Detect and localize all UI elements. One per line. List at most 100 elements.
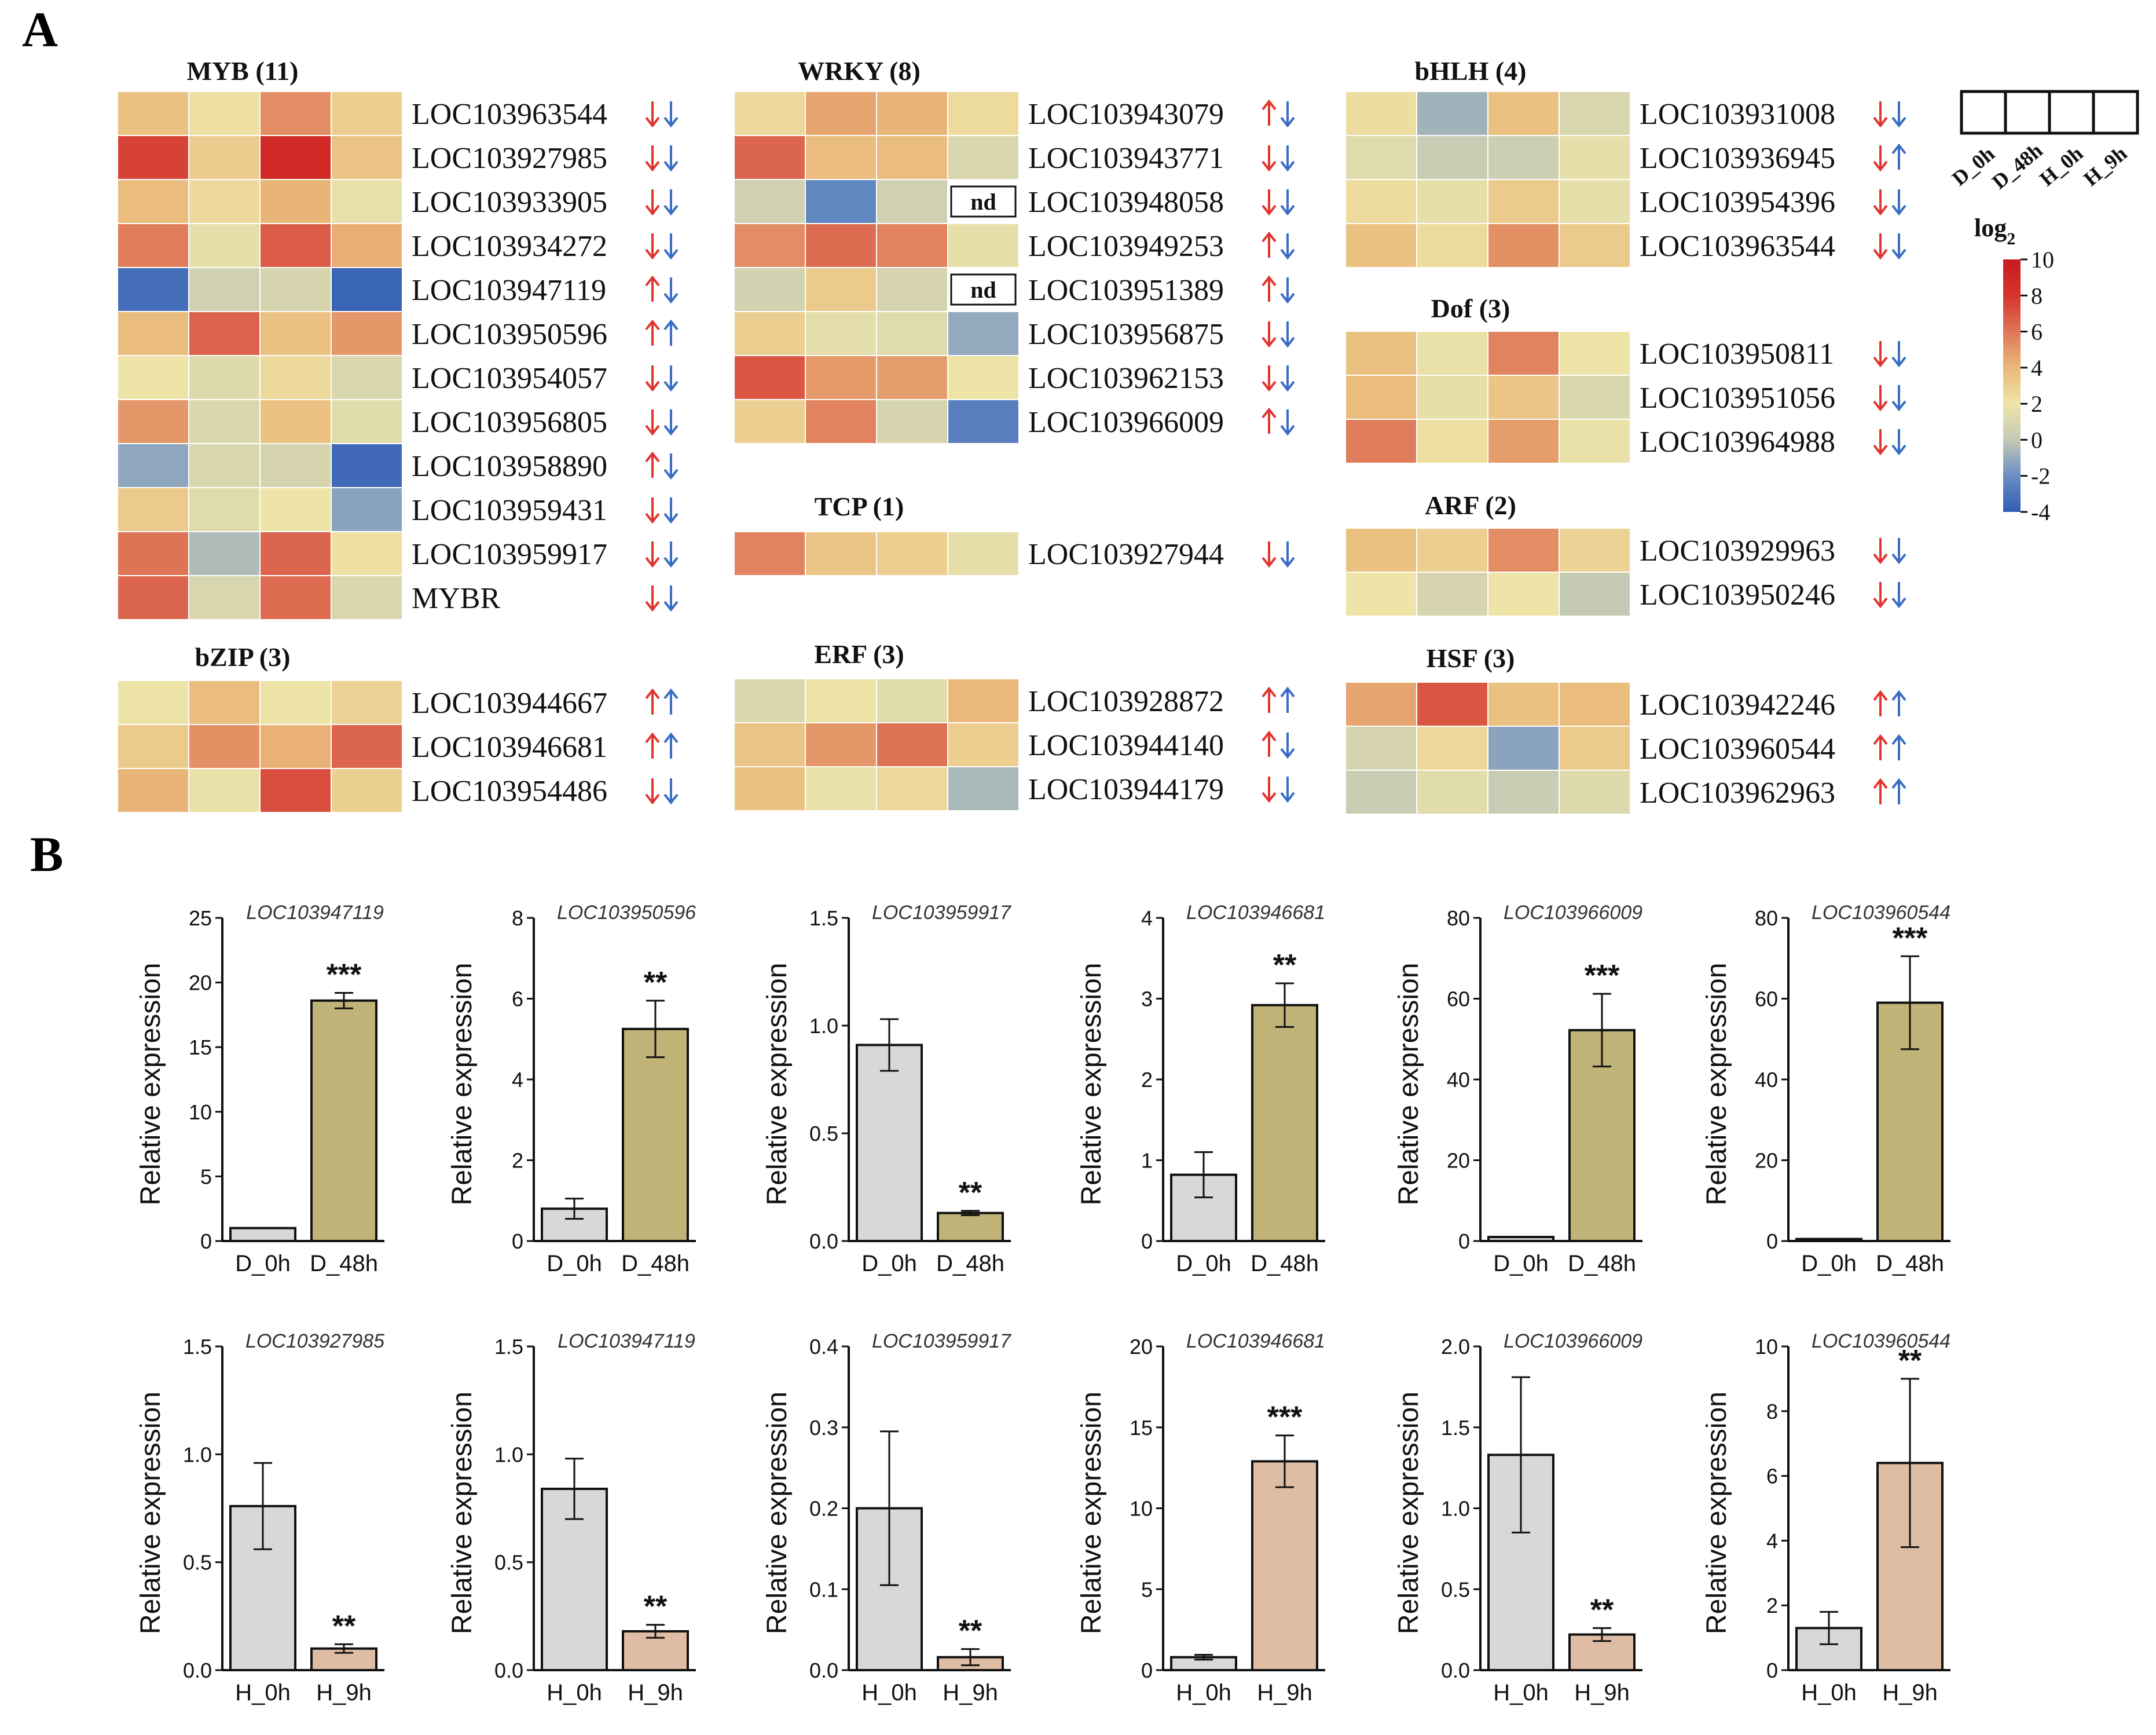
heatmap-cell bbox=[876, 722, 948, 767]
nd-label: nd bbox=[970, 277, 996, 303]
heatmap-cell bbox=[805, 766, 877, 811]
heatmap-cell bbox=[331, 531, 403, 576]
arrow-drought-head bbox=[1262, 275, 1277, 287]
arrow-drought bbox=[1873, 690, 1888, 716]
arrow-drought bbox=[645, 688, 660, 715]
y-tick-label: 0 bbox=[1766, 1659, 1778, 1682]
heatmap-cell bbox=[734, 267, 806, 312]
arrow-heat-head bbox=[663, 601, 679, 612]
x-tick-label: D_48h bbox=[621, 1251, 690, 1276]
x-tick-label: D_48h bbox=[1251, 1251, 1319, 1276]
arrow-heat-head bbox=[663, 468, 679, 480]
y-tick-label: 4 bbox=[1766, 1529, 1778, 1553]
heatmap-myb: MYB (11) LOC103963544 LOC103927985 LOC10393… bbox=[117, 56, 607, 620]
arrow-heat-head bbox=[663, 793, 679, 805]
heatmap-cell bbox=[331, 575, 403, 620]
heatmap-cell bbox=[1416, 419, 1488, 464]
significance-marker: *** bbox=[327, 958, 362, 991]
heatmap-cell bbox=[1559, 572, 1631, 617]
heatmap-cell bbox=[876, 135, 948, 180]
y-tick-label: 60 bbox=[1755, 987, 1778, 1011]
heatmap-cell bbox=[876, 399, 948, 444]
heatmap-cell bbox=[734, 531, 806, 576]
heatmap-cell bbox=[1487, 223, 1560, 268]
heatmap-cell bbox=[1559, 375, 1631, 420]
arrow-drought bbox=[1262, 275, 1277, 302]
heatmap-cell bbox=[734, 91, 806, 136]
y-tick-label: 10 bbox=[1755, 1335, 1778, 1359]
significance-marker: ** bbox=[332, 1609, 356, 1643]
heatmap-cell bbox=[1345, 375, 1417, 420]
heatmap-cell bbox=[188, 768, 261, 813]
arrow-heat bbox=[1280, 101, 1295, 128]
y-tick-label: 2.0 bbox=[1441, 1335, 1470, 1359]
y-axis-label: Relative expression bbox=[1394, 1392, 1424, 1634]
heatmap-cell bbox=[1487, 91, 1560, 136]
x-tick-label: D_0h bbox=[861, 1251, 917, 1276]
x-tick-label: D_48h bbox=[1568, 1251, 1636, 1276]
arrow-drought-head bbox=[645, 204, 660, 216]
gene-label: LOC103943771 bbox=[1028, 142, 1224, 175]
legend-column-label: H_0h bbox=[2035, 141, 2087, 191]
y-tick-label: 8 bbox=[1766, 1400, 1778, 1423]
heatmap-cell bbox=[259, 680, 332, 725]
heatmap-cell bbox=[331, 355, 403, 400]
arrow-heat bbox=[663, 585, 679, 612]
gene-label: LOC103948058 bbox=[1028, 186, 1224, 219]
heatmap-cell bbox=[117, 355, 189, 400]
bar bbox=[310, 999, 377, 1243]
heatmap-cell bbox=[331, 399, 403, 444]
arrow-drought bbox=[1873, 778, 1888, 804]
chart-title: LOC103966009 bbox=[1504, 902, 1642, 924]
colorbar-tick-label: -4 bbox=[2031, 499, 2050, 525]
family-title: MYB (11) bbox=[187, 56, 299, 86]
heatmap-cell bbox=[876, 766, 948, 811]
arrow-heat bbox=[1891, 385, 1906, 412]
gene-label: MYBR bbox=[412, 582, 500, 615]
heatmap-cell bbox=[331, 179, 403, 224]
legend-column-label: D_0h bbox=[1948, 142, 1999, 190]
heatmap-cell bbox=[805, 531, 877, 576]
heatmap-cell bbox=[876, 179, 948, 224]
arrow-heat bbox=[1280, 277, 1295, 304]
heatmap-dof: Dof (3) LOC103950811 LOC103951056 LOC103964… bbox=[1345, 294, 1835, 464]
arrow-drought bbox=[1873, 341, 1888, 368]
heatmap-cell bbox=[876, 531, 948, 576]
arrow-drought bbox=[645, 409, 660, 436]
gene-label: LOC103946681 bbox=[412, 731, 607, 764]
arrow-heat bbox=[663, 688, 679, 715]
x-tick-label: D_0h bbox=[1493, 1251, 1549, 1276]
heatmap-cell bbox=[117, 223, 189, 268]
heatmap-cell bbox=[259, 355, 332, 400]
gene-label: LOC103944667 bbox=[412, 687, 607, 720]
heatmap-cell bbox=[1416, 572, 1488, 617]
bar bbox=[1251, 1460, 1318, 1672]
arrow-heat bbox=[1891, 189, 1906, 216]
heatmap-cell bbox=[331, 680, 403, 725]
arrow-heat-head bbox=[1280, 557, 1295, 568]
arrow-heat bbox=[663, 453, 679, 480]
heatmap-cell bbox=[805, 91, 877, 136]
heatmap-cell bbox=[117, 91, 189, 136]
arrow-heat-head bbox=[1891, 553, 1906, 565]
gene-label: LOC103942246 bbox=[1640, 689, 1835, 722]
chart-title: LOC103947119 bbox=[246, 902, 384, 924]
arrow-heat-head bbox=[1280, 748, 1295, 759]
arrow-heat-head bbox=[1280, 248, 1295, 260]
arrow-heat-head bbox=[1280, 380, 1295, 392]
arrow-heat-head bbox=[1891, 143, 1906, 155]
y-tick-label: 0.3 bbox=[809, 1416, 838, 1440]
bar-chart-1: 0 5 10 15 20 25 LOC103947119 Relative expressio… bbox=[135, 902, 384, 1276]
heatmap-cell bbox=[188, 680, 261, 725]
heatmap-cell bbox=[259, 399, 332, 444]
significance-marker: ** bbox=[644, 1590, 668, 1624]
heatmap-cell bbox=[117, 768, 189, 813]
y-axis-label: Relative expression bbox=[1076, 1392, 1107, 1634]
gene-label: LOC103944179 bbox=[1028, 773, 1224, 806]
heatmap-cell bbox=[1559, 770, 1631, 815]
arrow-drought bbox=[1873, 582, 1888, 609]
arrow-drought bbox=[1262, 777, 1277, 803]
y-tick-label: 5 bbox=[1141, 1577, 1153, 1601]
y-tick-label: 1.0 bbox=[809, 1014, 838, 1038]
